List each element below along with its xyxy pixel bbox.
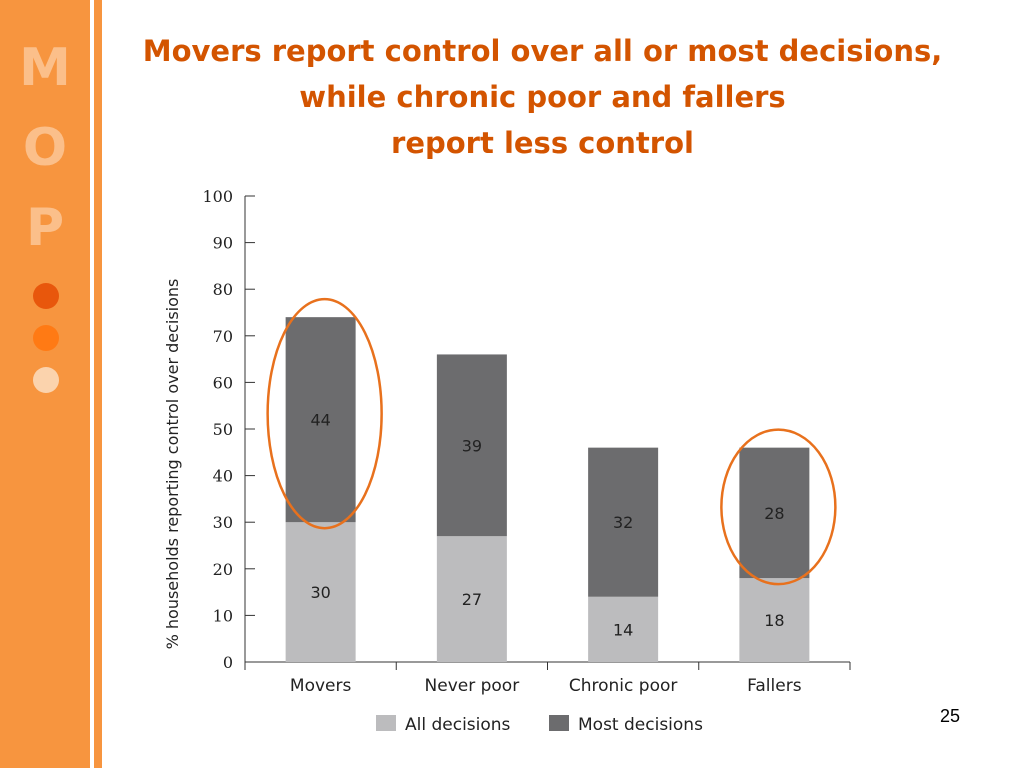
logo-letter-o: O	[22, 118, 68, 178]
y-tick-label: 40	[213, 467, 233, 486]
logo-dot-icon	[33, 367, 59, 393]
bar-value-label: 30	[310, 583, 330, 602]
y-tick-label: 100	[202, 187, 233, 206]
bar-all-decisions	[436, 536, 507, 662]
title-line-2: while chronic poor and fallers	[299, 80, 786, 114]
bar-most-decisions	[588, 447, 659, 597]
y-tick-label: 90	[213, 234, 233, 253]
page-number: 25	[939, 706, 961, 726]
bar-all-decisions	[739, 578, 810, 662]
title-line-1: Movers report control over all or most d…	[142, 34, 943, 68]
category-label: Fallers	[747, 676, 802, 696]
slide-title: Movers report control over all or most d…	[115, 28, 970, 166]
category-label: Movers	[290, 676, 352, 696]
y-tick-label: 30	[213, 513, 233, 532]
y-tick-label: 10	[213, 606, 233, 625]
y-axis-title: % households reporting control over deci…	[163, 279, 182, 650]
bar-value-label: 27	[462, 590, 482, 609]
y-tick-label: 0	[223, 653, 233, 672]
bar-all-decisions	[285, 522, 356, 662]
legend-swatch-most-decisions	[549, 715, 569, 731]
bar-value-label: 18	[764, 611, 784, 630]
logo-dot-icon	[33, 325, 59, 351]
y-tick-label: 50	[213, 420, 233, 439]
highlight-ellipse	[720, 428, 837, 586]
bar-value-label: 32	[613, 513, 633, 532]
legend-swatch-all-decisions	[376, 715, 396, 731]
title-line-3: report less control	[391, 126, 694, 160]
highlight-ellipse	[266, 297, 383, 530]
y-tick-label: 70	[213, 327, 233, 346]
bar-most-decisions	[739, 447, 810, 579]
category-label: Chronic poor	[569, 676, 678, 696]
category-label: Never poor	[425, 676, 520, 696]
bar-value-label: 39	[462, 436, 482, 455]
bar-value-label: 14	[613, 620, 633, 639]
logo-letter-m: M	[19, 38, 71, 98]
y-tick-label: 20	[213, 560, 233, 579]
bar-most-decisions	[285, 317, 356, 523]
bar-most-decisions	[436, 354, 507, 537]
legend-label: All decisions	[405, 715, 511, 735]
y-tick-label: 60	[213, 373, 233, 392]
logo-letter-p: P	[25, 198, 65, 258]
legend-label: Most decisions	[578, 715, 703, 735]
bar-value-label: 44	[310, 411, 330, 430]
logo-dot-icon	[33, 283, 59, 309]
bar-value-label: 28	[764, 504, 784, 523]
y-tick-label: 80	[213, 280, 233, 299]
bar-all-decisions	[588, 596, 659, 662]
sidebar-stripe	[94, 0, 102, 768]
